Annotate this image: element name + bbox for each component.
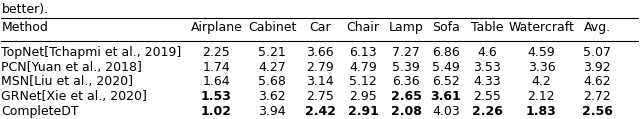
Text: 5.12: 5.12 (349, 75, 377, 88)
Text: Table: Table (471, 21, 504, 34)
Text: 2.12: 2.12 (527, 90, 556, 103)
Text: 4.6: 4.6 (477, 46, 497, 59)
Text: Lamp: Lamp (388, 21, 424, 34)
Text: 2.75: 2.75 (306, 90, 334, 103)
Text: 6.36: 6.36 (392, 75, 420, 88)
Text: 3.66: 3.66 (306, 46, 334, 59)
Text: 2.55: 2.55 (474, 90, 501, 103)
Text: 2.25: 2.25 (203, 46, 230, 59)
Text: 2.26: 2.26 (472, 105, 502, 118)
Text: 2.95: 2.95 (349, 90, 377, 103)
Text: TopNet[Tchapmi et al., 2019]: TopNet[Tchapmi et al., 2019] (1, 46, 182, 59)
Text: 1.74: 1.74 (203, 61, 230, 74)
Text: 3.36: 3.36 (527, 61, 556, 74)
Text: GRNet[Xie et al., 2020]: GRNet[Xie et al., 2020] (1, 90, 147, 103)
Text: Cabinet: Cabinet (248, 21, 296, 34)
Text: 3.62: 3.62 (259, 90, 286, 103)
Text: Chair: Chair (346, 21, 380, 34)
Text: 2.42: 2.42 (305, 105, 335, 118)
Text: 2.65: 2.65 (390, 90, 422, 103)
Text: Avg.: Avg. (584, 21, 611, 34)
Text: 6.13: 6.13 (349, 46, 377, 59)
Text: 2.56: 2.56 (582, 105, 612, 118)
Text: 4.27: 4.27 (259, 61, 286, 74)
Text: 5.39: 5.39 (392, 61, 420, 74)
Text: 1.53: 1.53 (201, 90, 232, 103)
Text: 1.64: 1.64 (203, 75, 230, 88)
Text: 3.94: 3.94 (259, 105, 286, 118)
Text: 4.62: 4.62 (584, 75, 611, 88)
Text: 4.79: 4.79 (349, 61, 377, 74)
Text: 2.79: 2.79 (306, 61, 334, 74)
Text: 5.21: 5.21 (259, 46, 286, 59)
Text: 4.33: 4.33 (474, 75, 501, 88)
Text: PCN[Yuan et al., 2018]: PCN[Yuan et al., 2018] (1, 61, 142, 74)
Text: 3.53: 3.53 (474, 61, 501, 74)
Text: 1.02: 1.02 (201, 105, 232, 118)
Text: CompleteDT: CompleteDT (1, 105, 79, 118)
Text: MSN[Liu et al., 2020]: MSN[Liu et al., 2020] (1, 75, 133, 88)
Text: 2.91: 2.91 (348, 105, 378, 118)
Text: 6.52: 6.52 (432, 75, 460, 88)
Text: Method: Method (1, 21, 48, 34)
Text: 3.92: 3.92 (584, 61, 611, 74)
Text: 7.27: 7.27 (392, 46, 420, 59)
Text: 6.86: 6.86 (432, 46, 460, 59)
Text: Car: Car (309, 21, 331, 34)
Text: better).: better). (1, 3, 49, 16)
Text: 4.59: 4.59 (527, 46, 556, 59)
Text: Watercraft: Watercraft (509, 21, 574, 34)
Text: 1.83: 1.83 (526, 105, 557, 118)
Text: 5.07: 5.07 (583, 46, 611, 59)
Text: 2.72: 2.72 (583, 90, 611, 103)
Text: 2.08: 2.08 (390, 105, 422, 118)
Text: 3.14: 3.14 (306, 75, 334, 88)
Text: 4.2: 4.2 (532, 75, 551, 88)
Text: Airplane: Airplane (191, 21, 243, 34)
Text: 4.03: 4.03 (432, 105, 460, 118)
Text: 3.61: 3.61 (431, 90, 461, 103)
Text: 5.68: 5.68 (259, 75, 286, 88)
Text: Sofa: Sofa (432, 21, 460, 34)
Text: 5.49: 5.49 (432, 61, 460, 74)
